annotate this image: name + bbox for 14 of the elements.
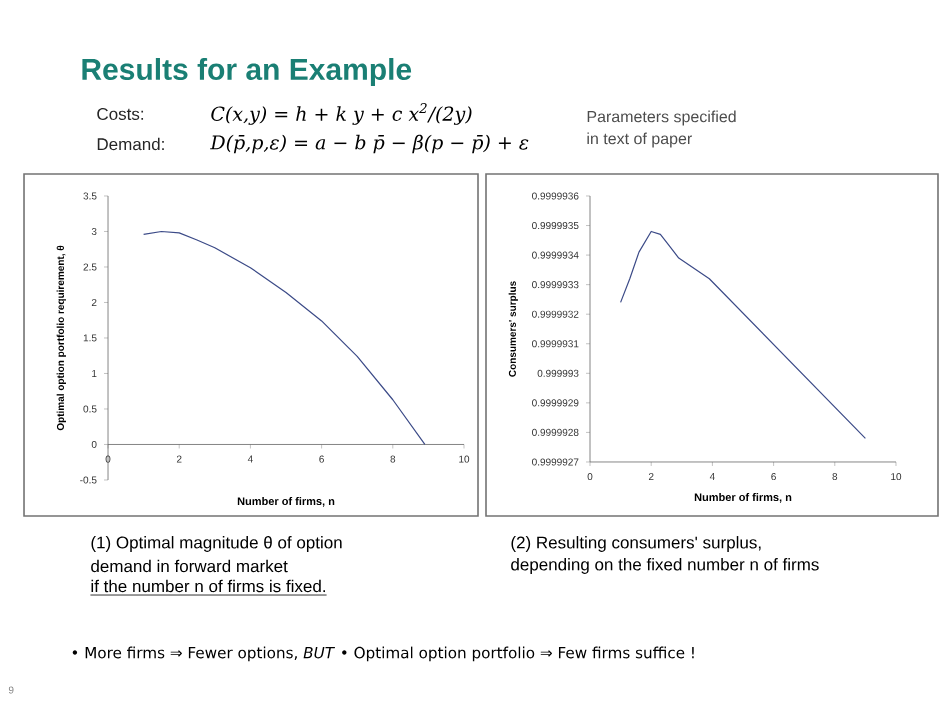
line-series	[620, 230, 866, 439]
text: Demand:	[97, 137, 164, 151]
line-series	[143, 230, 426, 446]
text: demand in forward market	[91, 559, 288, 573]
text: D(p̄,p,ε) = a − b p̄ − β(p − p̄) + ε	[210, 134, 529, 154]
text: Parameters specified	[587, 110, 736, 126]
text: if the number n of firms is fixed.	[91, 579, 326, 593]
text: depending on the fixed number n of firms	[511, 558, 819, 574]
text: Costs:	[97, 107, 144, 120]
text: (1) Optimal magnitude θ of option	[91, 536, 342, 552]
text: in text of paper	[587, 132, 692, 148]
text: C(x,y) = h + k y + c x$^{2}$/(2y)	[211, 103, 472, 125]
text: (2) Resulting consumers' surplus,	[511, 536, 761, 552]
chart-title: Results for an Example	[82, 58, 412, 86]
